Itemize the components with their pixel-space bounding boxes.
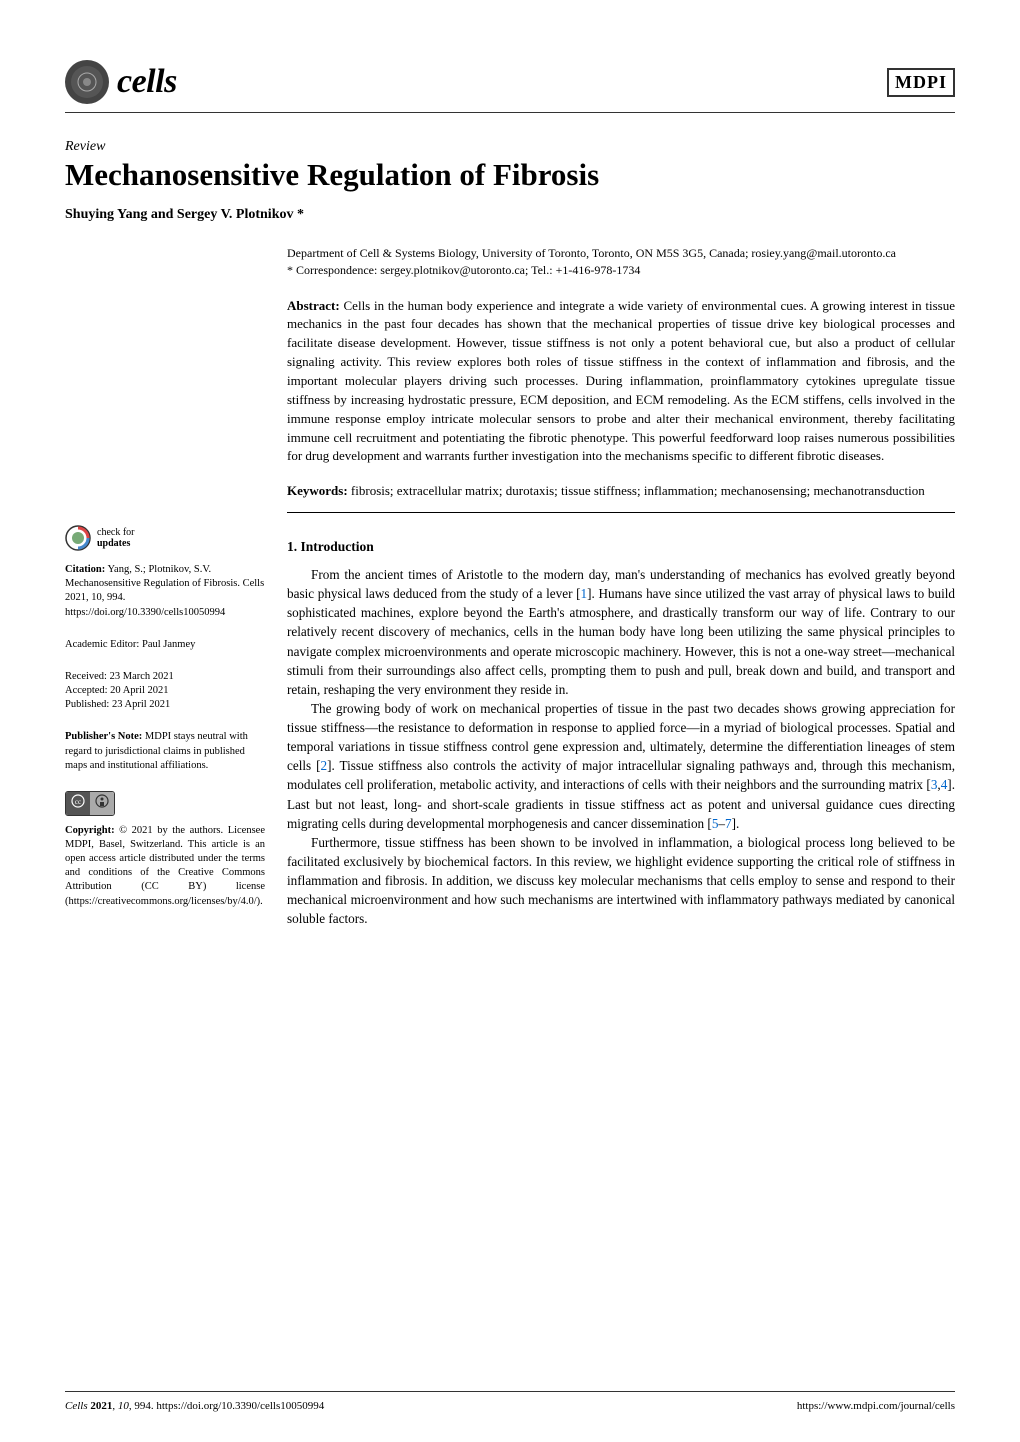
abstract-block: Abstract: Cells in the human body experi…: [287, 297, 955, 467]
accepted-date: Accepted: 20 April 2021: [65, 684, 265, 698]
published-date: Published: 23 April 2021: [65, 698, 265, 712]
received-date: Received: 23 March 2021: [65, 670, 265, 684]
check-updates-line1: check for: [97, 527, 134, 538]
publisher-logo: MDPI: [887, 68, 955, 97]
citation-block: Citation: Yang, S.; Plotnikov, S.V. Mech…: [65, 563, 265, 620]
header: cells MDPI: [65, 60, 955, 113]
publishers-note-block: Publisher's Note: MDPI stays neutral wit…: [65, 730, 265, 773]
footer-art: 994: [134, 1400, 151, 1412]
article-header: Review Mechanosensitive Regulation of Fi…: [65, 139, 955, 223]
footer-vol: 10: [118, 1400, 129, 1412]
footer-journal: Cells: [65, 1400, 88, 1412]
abstract-text: Cells in the human body experience and i…: [287, 298, 955, 464]
sidebar: check for updates Citation: Yang, S.; Pl…: [65, 245, 265, 929]
editor-name: Paul Janmey: [142, 639, 195, 650]
dates-block: Received: 23 March 2021 Accepted: 20 Apr…: [65, 670, 265, 713]
intro-p2d: ].: [732, 816, 740, 831]
publishers-note-label: Publisher's Note:: [65, 731, 142, 742]
cc-by-icon: [90, 792, 114, 815]
check-updates-icon: [65, 525, 91, 551]
editor-label: Academic Editor:: [65, 639, 139, 650]
article-authors: Shuying Yang and Sergey V. Plotnikov *: [65, 207, 955, 223]
article-type: Review: [65, 139, 955, 155]
intro-para-1: From the ancient times of Aristotle to t…: [287, 565, 955, 699]
footer: Cells 2021, 10, 994. https://doi.org/10.…: [65, 1391, 955, 1412]
editor-block: Academic Editor: Paul Janmey: [65, 638, 265, 652]
keywords-text: fibrosis; extracellular matrix; durotaxi…: [351, 483, 925, 498]
cc-logo-icon: cc: [66, 792, 90, 815]
intro-p1b: ]. Humans have since utilized the vast a…: [287, 586, 955, 697]
footer-doi[interactable]: https://doi.org/10.3390/cells10050994: [156, 1400, 324, 1412]
copyright-text: © 2021 by the authors. Licensee MDPI, Ba…: [65, 825, 265, 907]
check-updates-line2: updates: [97, 538, 134, 549]
journal-logo-icon: [65, 60, 109, 104]
journal-logo: cells: [65, 60, 177, 104]
cc-by-badge[interactable]: cc: [65, 791, 115, 816]
intro-p2b: ]. Tissue stiffness also controls the ac…: [287, 758, 955, 792]
intro-para-3: Furthermore, tissue stiffness has been s…: [287, 833, 955, 929]
check-updates-text: check for updates: [97, 527, 134, 549]
abstract-label: Abstract:: [287, 298, 340, 313]
intro-para-2: The growing body of work on mechanical p…: [287, 699, 955, 833]
section-divider: [287, 512, 955, 513]
journal-name: cells: [117, 63, 177, 101]
ref-link-7[interactable]: 7: [725, 816, 732, 831]
copyright-block: Copyright: © 2021 by the authors. Licens…: [65, 824, 265, 909]
article-title: Mechanosensitive Regulation of Fibrosis: [65, 157, 955, 193]
keywords-label: Keywords:: [287, 483, 348, 498]
affiliation-text: Department of Cell & Systems Biology, Un…: [287, 245, 955, 262]
check-updates-badge[interactable]: check for updates: [65, 525, 265, 551]
affiliation-block: Department of Cell & Systems Biology, Un…: [287, 245, 955, 279]
footer-left: Cells 2021, 10, 994. https://doi.org/10.…: [65, 1400, 324, 1412]
correspondence-text: * Correspondence: sergey.plotnikov@utoro…: [287, 262, 955, 279]
citation-label: Citation:: [65, 564, 105, 575]
main-content: Department of Cell & Systems Biology, Un…: [287, 245, 955, 929]
svg-text:cc: cc: [75, 798, 81, 806]
copyright-label: Copyright:: [65, 825, 115, 836]
section-title-intro: 1. Introduction: [287, 537, 955, 557]
footer-right[interactable]: https://www.mdpi.com/journal/cells: [797, 1400, 955, 1412]
footer-year: 2021: [90, 1400, 112, 1412]
keywords-block: Keywords: fibrosis; extracellular matrix…: [287, 482, 955, 500]
